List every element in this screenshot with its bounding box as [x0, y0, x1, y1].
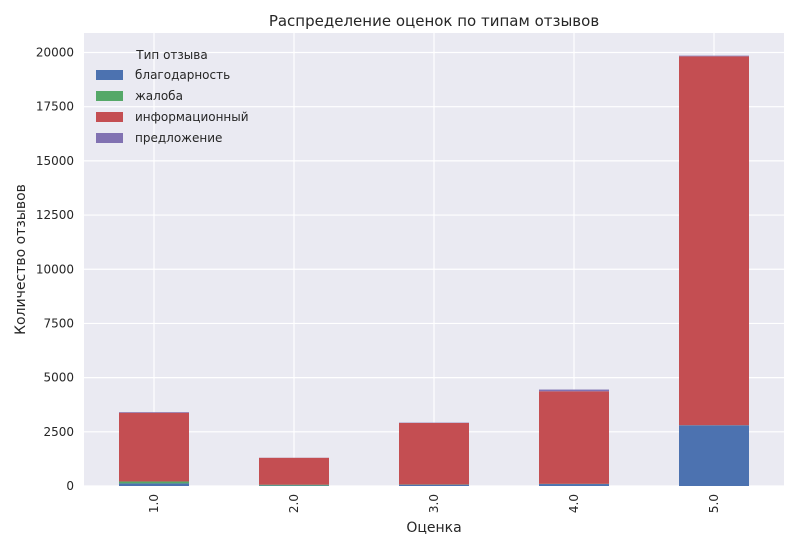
- y-tick-label: 7500: [43, 316, 74, 330]
- y-tick-labels: 0 2500 5000 7500 10000 12500 15000 17500 20000: [36, 46, 74, 493]
- x-tick-label: 5.0: [707, 494, 721, 513]
- x-gridlines: [153, 33, 715, 486]
- legend-label: информационный: [135, 110, 249, 124]
- legend-swatch: [96, 112, 123, 122]
- bar-segment: [119, 481, 189, 484]
- y-tick-label: 15000: [36, 154, 74, 168]
- legend-swatch: [96, 91, 123, 101]
- bar-segment: [679, 56, 749, 426]
- legend-swatch: [96, 133, 123, 143]
- bar-segment: [259, 484, 329, 486]
- y-tick-label: 5000: [43, 371, 74, 385]
- bar-segment: [399, 422, 469, 485]
- y-axis-label: Количество отзывов: [13, 184, 29, 335]
- y-tick-label: 2500: [43, 425, 74, 439]
- x-tick-label: 1.0: [147, 494, 161, 513]
- bar-segment: [119, 483, 189, 486]
- x-tick-label: 4.0: [567, 494, 581, 513]
- x-axis-label: Оценка: [406, 520, 461, 536]
- y-tick-label: 20000: [36, 46, 74, 60]
- bars: [119, 55, 749, 486]
- y-tick-label: 0: [66, 479, 74, 493]
- y-tick-label: 17500: [36, 100, 74, 114]
- bar-segment: [539, 389, 609, 392]
- bar-segment: [679, 55, 749, 57]
- bar-segment: [679, 425, 749, 486]
- legend-title: Тип отзыва: [135, 48, 207, 62]
- bar-segment: [259, 457, 329, 485]
- x-tick-label: 2.0: [287, 494, 301, 513]
- legend-label: предложение: [135, 131, 222, 145]
- y-gridlines: [84, 51, 784, 487]
- bar-segment: [399, 484, 469, 486]
- legend-swatch: [96, 70, 123, 80]
- x-tick-labels: 1.0 2.0 3.0 4.0 5.0: [147, 494, 721, 513]
- legend-label: жалоба: [135, 89, 183, 103]
- legend-label: благодарность: [135, 68, 230, 82]
- y-tick-label: 10000: [36, 262, 74, 276]
- bar-segment: [119, 412, 189, 413]
- chart-title: Распределение оценок по типам отзывов: [269, 12, 599, 30]
- x-tick-label: 3.0: [427, 494, 441, 513]
- bar-segment: [539, 484, 609, 486]
- y-tick-label: 12500: [36, 208, 74, 222]
- bar-segment: [539, 391, 609, 484]
- bar-segment: [119, 412, 189, 482]
- legend: Тип отзыва благодарность жалоба информацио…: [96, 48, 249, 145]
